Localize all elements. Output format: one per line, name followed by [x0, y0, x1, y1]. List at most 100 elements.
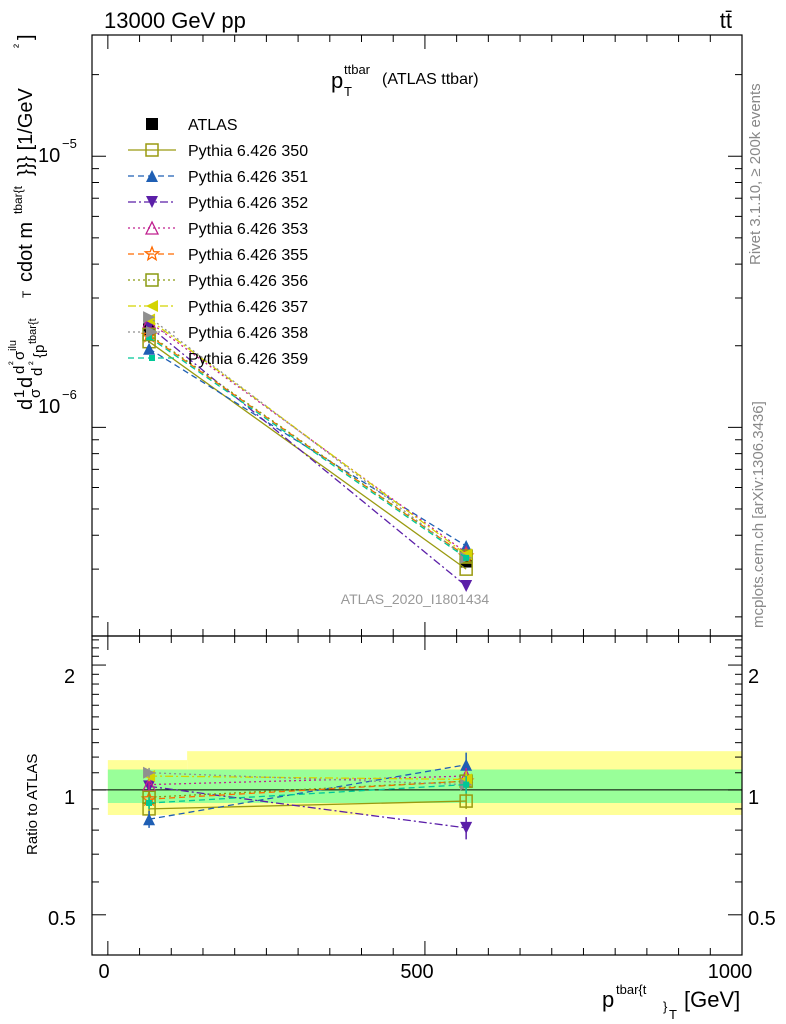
legend-entry: Pythia 6.426 357	[128, 299, 308, 316]
legend-label: Pythia 6.426 353	[188, 221, 308, 238]
band-green-0	[107, 769, 743, 804]
ratio-ytick-2-left: 2	[64, 666, 75, 688]
ratio-point	[460, 821, 473, 834]
ylabel-part: ²	[11, 44, 25, 48]
title-sub: T	[344, 84, 352, 99]
title-main: p	[331, 68, 343, 93]
ylabel-part: d	[29, 368, 46, 376]
legend-label: Pythia 6.426 356	[188, 273, 308, 290]
legend-entry: Pythia 6.426 356	[128, 273, 308, 290]
legend-label: Pythia 6.426 359	[188, 351, 308, 368]
ylabel-part: }}} [1/GeV	[15, 87, 37, 176]
ytick-exp-1e-5: −5	[62, 136, 77, 151]
data-point	[146, 334, 153, 341]
legend-entry: Pythia 6.426 353	[128, 220, 308, 238]
data-point	[459, 562, 473, 576]
legend-marker	[146, 326, 158, 338]
series-line	[148, 325, 467, 587]
ylabel-part: σ	[27, 388, 44, 398]
ratio-ytick-1-right: 1	[748, 787, 759, 809]
ylabel-part: cdot m	[15, 222, 37, 282]
ylabel-part: 1	[11, 390, 28, 398]
series-line	[148, 336, 467, 559]
ylabel-part: ²	[7, 361, 19, 365]
legend-entry: Pythia 6.426 355	[128, 245, 308, 264]
legend-marker	[144, 220, 160, 235]
ratio-ytick-2-right: 2	[748, 666, 759, 688]
ratio-ylabel: Ratio to ATLAS	[24, 754, 41, 855]
legend-marker	[145, 273, 159, 287]
data-point	[463, 554, 470, 561]
ratio-ytick-1-left: 1	[64, 787, 75, 809]
legend-label: Pythia 6.426 357	[188, 299, 308, 316]
x-axis-label: p tbar{t } T [GeV]	[602, 982, 740, 1022]
ratio-point	[463, 781, 470, 788]
ratio-line	[149, 780, 467, 800]
y-axis-label: d 1 σ d d ² σ ilu d ² {p tbar{t T cdot m…	[7, 34, 48, 410]
xlabel-main: p	[602, 987, 614, 1012]
legend-entry: Pythia 6.426 359	[128, 351, 308, 368]
data-point	[460, 579, 473, 592]
legend-marker	[143, 245, 161, 262]
ylabel-part: d	[15, 399, 37, 410]
ylabel-part: {p	[31, 345, 48, 358]
ratio-series	[140, 752, 475, 840]
ratio-ytick-05-right: 0.5	[748, 908, 776, 930]
ratio-series-9	[146, 776, 470, 809]
ratio-point	[143, 813, 156, 826]
ratio-ytick-05-left: 0.5	[48, 908, 76, 930]
title-sup: ttbar	[344, 62, 371, 77]
ratio-line	[149, 800, 467, 810]
ylabel-part: d	[15, 377, 37, 388]
legend-entry: Pythia 6.426 358	[128, 325, 308, 342]
legend-marker	[146, 118, 158, 130]
ytick-label-1e-6: 10	[38, 396, 60, 418]
legend-marker	[145, 143, 159, 157]
ylabel-part: σ	[11, 350, 28, 360]
ylabel-part: d	[11, 366, 28, 374]
energy-label: 13000 GeV pp	[104, 8, 246, 33]
legend-label: Pythia 6.426 355	[188, 247, 308, 264]
ratio-line	[148, 785, 467, 829]
series-line	[148, 318, 467, 555]
ratio-point	[146, 800, 153, 807]
ratio-line	[148, 764, 467, 820]
xlabel-sup: tbar{t	[616, 982, 647, 997]
ylabel-part: T	[20, 290, 34, 298]
ylabel-part: tbar{t	[11, 185, 25, 214]
series-line	[148, 335, 467, 557]
ylabel-part: tbar{t	[27, 318, 39, 344]
ytick-label-1e-5: 10	[38, 145, 60, 167]
xlabel-sub: }	[663, 999, 668, 1014]
data-point	[143, 342, 156, 355]
ratio-line	[149, 775, 467, 781]
series-9	[146, 334, 470, 561]
data-point	[143, 311, 156, 324]
legend: ATLAS Pythia 6.426 350 Pythia 6.426 351 Pyt…	[128, 117, 308, 368]
ylabel-part: ²	[27, 361, 39, 365]
xlabel-sub2: T	[669, 1007, 677, 1022]
ratio-point	[460, 758, 473, 771]
legend-label: Pythia 6.426 358	[188, 325, 308, 342]
legend-entry: Pythia 6.426 350	[128, 143, 308, 160]
ratio-line	[149, 783, 467, 804]
mcplots-label: mcplots.cern.ch [arXiv:1306.3436]	[750, 401, 767, 628]
legend-label: ATLAS	[188, 117, 238, 134]
ytick-exp-1e-6: −6	[62, 387, 77, 402]
xtick-1000: 1000	[708, 961, 753, 983]
ratio-point	[459, 794, 473, 808]
process-label: tt̄	[720, 8, 732, 33]
legend-entry: Pythia 6.426 352	[128, 195, 308, 212]
legend-entry: ATLAS	[146, 117, 238, 134]
series-line	[148, 348, 467, 547]
legend-label: Pythia 6.426 351	[188, 169, 308, 186]
legend-marker	[146, 300, 158, 312]
ratio-point	[143, 766, 156, 779]
axes	[91, 34, 743, 956]
series-line	[148, 316, 467, 559]
analysis-label: ATLAS_2020_I1801434	[341, 591, 490, 607]
ylabel-part: ]	[15, 34, 37, 40]
legend-marker	[146, 170, 158, 182]
legend-marker	[146, 196, 158, 208]
